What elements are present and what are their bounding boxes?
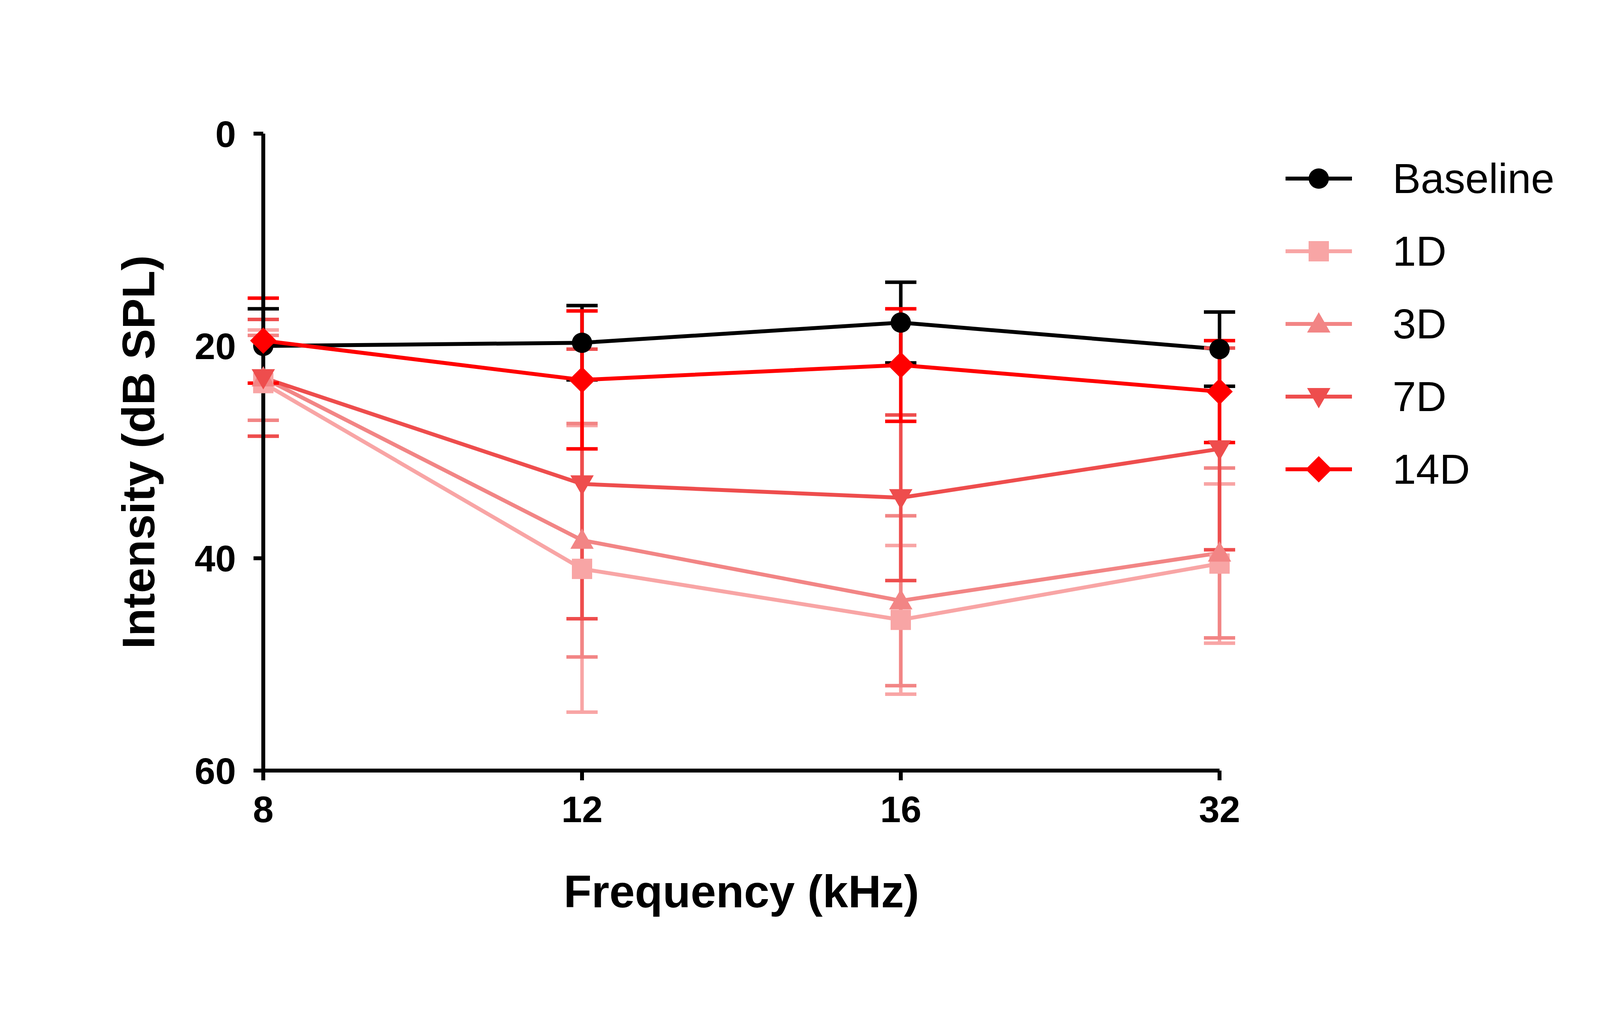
svg-text:Intensity (dB SPL): Intensity (dB SPL) [112, 255, 165, 649]
svg-text:16: 16 [880, 788, 922, 830]
svg-text:32: 32 [1198, 788, 1241, 830]
svg-text:0: 0 [215, 113, 236, 155]
svg-text:3D: 3D [1392, 300, 1447, 348]
svg-text:40: 40 [194, 537, 236, 579]
svg-text:60: 60 [194, 750, 236, 792]
svg-text:7D: 7D [1392, 372, 1447, 420]
svg-text:Frequency (kHz): Frequency (kHz) [563, 865, 920, 917]
svg-text:12: 12 [561, 788, 603, 830]
svg-text:8: 8 [253, 788, 274, 830]
svg-text:Baseline: Baseline [1392, 154, 1555, 202]
svg-text:20: 20 [194, 325, 236, 367]
svg-text:14D: 14D [1392, 445, 1470, 493]
svg-text:1D: 1D [1392, 227, 1447, 275]
